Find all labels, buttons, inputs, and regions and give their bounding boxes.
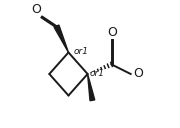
Text: or1: or1 bbox=[90, 70, 105, 78]
Text: O: O bbox=[134, 67, 143, 81]
Text: or1: or1 bbox=[73, 47, 88, 56]
Polygon shape bbox=[88, 74, 95, 101]
Polygon shape bbox=[54, 25, 68, 52]
Text: O: O bbox=[32, 3, 42, 16]
Text: O: O bbox=[107, 26, 117, 39]
